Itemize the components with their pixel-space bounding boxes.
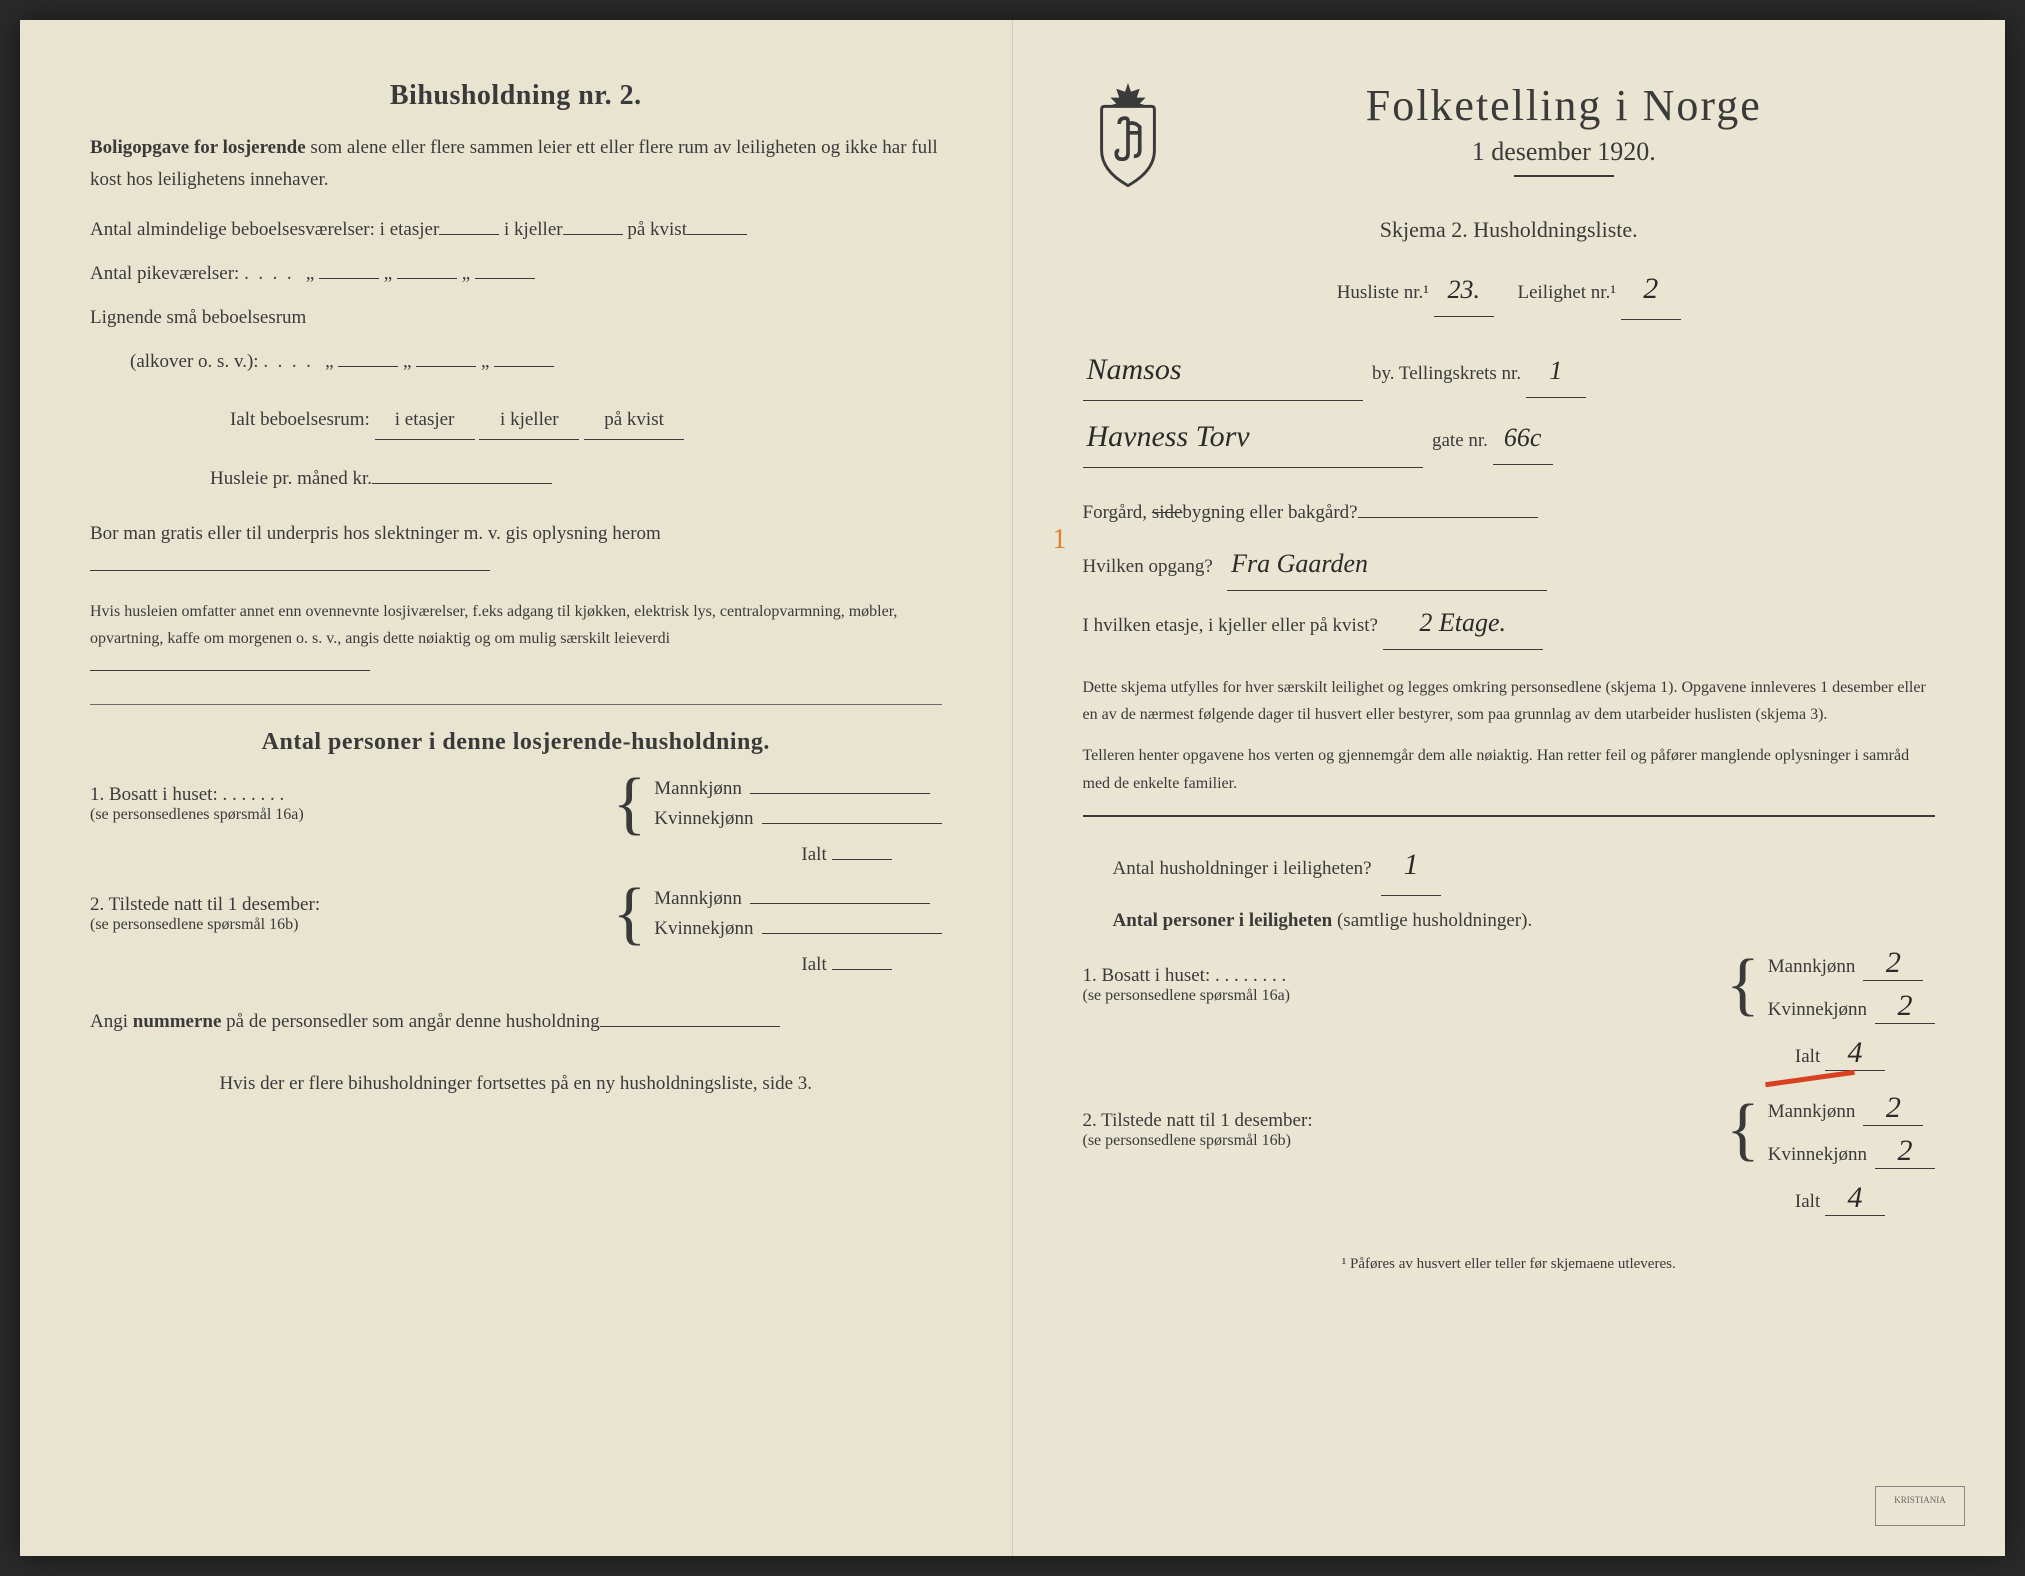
intro-bold: Boligopgave for losjerende: [90, 137, 306, 158]
street-value: Havness Torv: [1083, 407, 1423, 468]
q1-label: 1. Bosatt i huset: . . . . . . .: [90, 784, 605, 806]
etasje-value: 2 Etage.: [1383, 597, 1543, 650]
v2t: 4: [1825, 1181, 1885, 1216]
leilighet-value: 2: [1621, 259, 1681, 320]
rq1-label: 1. Bosatt i huset: . . . . . . . .: [1083, 965, 1719, 987]
v1t: 4: [1825, 1036, 1885, 1071]
q2-group: 2. Tilstede natt til 1 desember: (se per…: [90, 886, 942, 942]
maid-rooms: Antal pikeværelser: . . . . „ „ „: [90, 255, 942, 293]
census-document: Bihusholdning nr. 2. Boligopgave for los…: [20, 20, 2005, 1556]
etasje-line: I hvilken etasje, i kjeller eller på kvi…: [1083, 597, 1936, 650]
q1-group: 1. Bosatt i huset: . . . . . . . (se per…: [90, 776, 942, 832]
city-value: Namsos: [1083, 340, 1363, 401]
q2-sub: (se personsedlene spørsmål 16b): [90, 916, 605, 934]
note-text: Hvis husleien omfatter annet enn ovennev…: [90, 598, 942, 680]
left-footer: Hvis der er flere bihusholdninger fortse…: [90, 1068, 942, 1100]
divider: [1083, 815, 1936, 817]
instruction-1: Dette skjema utfylles for hver særskilt …: [1083, 674, 1936, 728]
rq1-total: Ialt 4: [1083, 1036, 1886, 1071]
forgard-line: Forgård, sidebygning eller bakgård?: [1083, 494, 1936, 532]
rooms-line: Antal almindelige beboelsesværelser: i e…: [90, 211, 942, 249]
pers-label-line: Antal personer i leiligheten (samtlige h…: [1113, 902, 1936, 940]
rent-line: Husleie pr. måned kr.: [210, 460, 942, 498]
total-rooms: Ialt beboelsesrum: i etasjer i kjeller p…: [230, 401, 942, 440]
hh-count-value: 1: [1381, 835, 1441, 896]
q2-label: 2. Tilstede natt til 1 desember:: [90, 894, 605, 916]
angi-line: Angi nummerne på de personsedler som ang…: [90, 1006, 942, 1038]
bracket-icon: {: [1726, 1102, 1760, 1158]
red-correction-mark: [1765, 1070, 1855, 1087]
header-row: Folketelling i Norge 1 desember 1920.: [1083, 80, 1936, 207]
street-nr: 66c: [1493, 412, 1553, 465]
antal-title: Antal personer i denne losjerende-hushol…: [90, 729, 942, 756]
opgang-value: Fra Gaarden: [1227, 538, 1547, 591]
title-divider: [1514, 175, 1614, 177]
bracket-icon: {: [613, 886, 647, 942]
left-page: Bihusholdning nr. 2. Boligopgave for los…: [20, 20, 1013, 1556]
v2m: 2: [1863, 1091, 1923, 1126]
rq1-sub: (se personsedlene spørsmål 16a): [1083, 987, 1719, 1005]
by-line: Namsos by. Tellingskrets nr. 1: [1083, 340, 1936, 401]
gate-line: Havness Torv gate nr. 66c: [1083, 407, 1936, 468]
similar-rooms-b: (alkover o. s. v.): . . . . „ „ „: [130, 343, 942, 381]
rq2-total: Ialt 4: [1083, 1181, 1886, 1216]
main-title: Folketelling i Norge: [1193, 80, 1936, 131]
printer-stamp: KRISTIANIA: [1875, 1486, 1965, 1526]
q1-total: Ialt: [90, 844, 892, 866]
divider: [90, 704, 942, 705]
opgang-line: Hvilken opgang? Fra Gaarden: [1083, 538, 1936, 591]
instruction-2: Telleren henter opgavene hos verten og g…: [1083, 742, 1936, 796]
rq2-sub: (se personsedlene spørsmål 16b): [1083, 1132, 1719, 1150]
q1-sub: (se personsedlenes spørsmål 16a): [90, 806, 605, 824]
left-title: Bihusholdning nr. 2.: [90, 80, 942, 112]
q2-total: Ialt: [90, 954, 892, 976]
right-footnote: ¹ Påføres av husvert eller teller før sk…: [1083, 1256, 1936, 1273]
rq1-group: 1. Bosatt i huset: . . . . . . . . (se p…: [1083, 946, 1936, 1024]
husliste-value: 23.: [1434, 264, 1494, 317]
right-page: Folketelling i Norge 1 desember 1920. Sk…: [1013, 20, 2006, 1556]
orange-annotation: 1: [1053, 524, 1067, 556]
bracket-icon: {: [613, 776, 647, 832]
gratis-text: Bor man gratis eller til underpris hos s…: [90, 518, 942, 583]
rq2-label: 2. Tilstede natt til 1 desember:: [1083, 1110, 1719, 1132]
v1m: 2: [1863, 946, 1923, 981]
date-subtitle: 1 desember 1920.: [1193, 137, 1936, 167]
hh-count-line: Antal husholdninger i leiligheten? 1: [1113, 835, 1936, 896]
v2k: 2: [1875, 1134, 1935, 1169]
rq2-group: 2. Tilstede natt til 1 desember: (se per…: [1083, 1091, 1936, 1169]
v1k: 2: [1875, 989, 1935, 1024]
similar-rooms-a: Lignende små beboelsesrum: [90, 299, 942, 337]
coat-of-arms-icon: [1083, 80, 1173, 190]
intro-text: Boligopgave for losjerende som alene ell…: [90, 132, 942, 197]
krets-value: 1: [1526, 345, 1586, 398]
bracket-icon: {: [1726, 957, 1760, 1013]
schema-line: Skjema 2. Husholdningsliste.: [1083, 217, 1936, 243]
husliste-line: Husliste nr.¹ 23. Leilighet nr.¹ 2: [1083, 259, 1936, 320]
